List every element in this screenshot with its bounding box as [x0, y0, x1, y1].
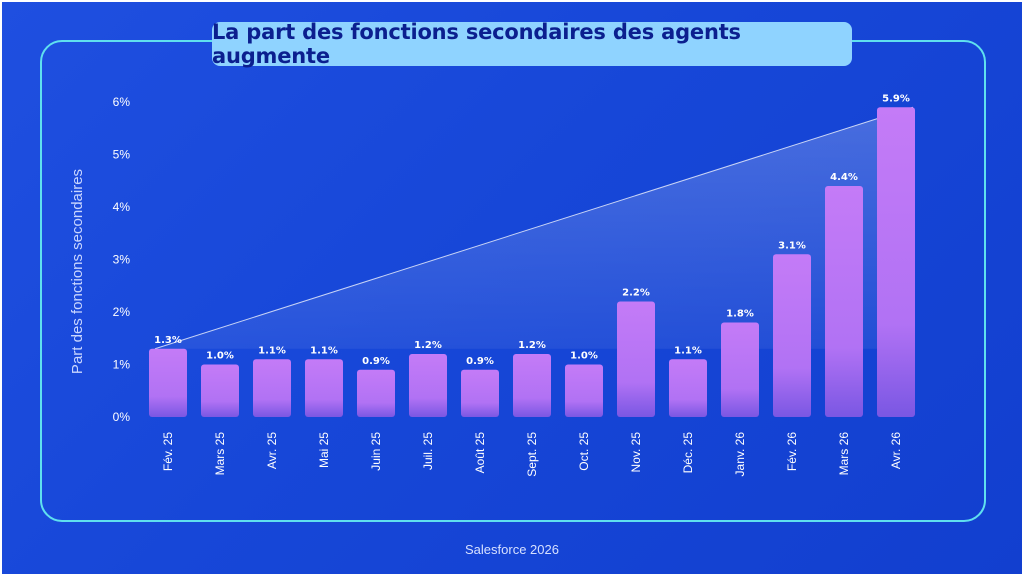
- y-axis-label: Part des fonctions secondaires: [69, 169, 86, 374]
- data-label: 1.0%: [570, 351, 598, 362]
- chart-title: La part des fonctions secondaires des ag…: [212, 20, 741, 68]
- bar: [721, 322, 759, 417]
- x-tick-label: Mars 26: [837, 432, 851, 476]
- footer-credit: Salesforce 2026: [465, 542, 559, 557]
- x-tick-label: Mars 25: [213, 432, 227, 476]
- y-tick-label: 5%: [113, 148, 131, 162]
- x-tick-label: Avr. 25: [265, 432, 279, 469]
- data-label: 5.9%: [882, 93, 910, 104]
- bar: [513, 354, 551, 417]
- data-label: 1.1%: [258, 345, 286, 356]
- data-label: 0.9%: [466, 356, 494, 367]
- x-tick-label: Nov. 25: [629, 432, 643, 473]
- bar: [149, 348, 187, 417]
- x-tick-label: Mai 25: [317, 432, 331, 468]
- data-label: 1.0%: [206, 351, 234, 362]
- data-label: 1.1%: [674, 345, 702, 356]
- bar: [461, 369, 499, 417]
- data-label: 1.3%: [154, 335, 182, 346]
- y-tick-label: 3%: [113, 253, 131, 267]
- bar: [253, 359, 291, 417]
- trend-line: [154, 106, 914, 350]
- data-label: 4.4%: [830, 172, 858, 183]
- x-tick-label: Août 25: [473, 432, 487, 474]
- x-tick-label: Janv. 26: [733, 432, 747, 477]
- x-tick-label: Avr. 26: [889, 432, 903, 469]
- data-label: 0.9%: [362, 356, 390, 367]
- y-tick-label: 4%: [113, 200, 131, 214]
- bar: [825, 186, 863, 417]
- data-label: 1.2%: [414, 340, 442, 351]
- x-tick-label: Déc. 25: [681, 432, 695, 474]
- data-label: 2.2%: [622, 288, 650, 299]
- bar: [669, 359, 707, 417]
- bar: [409, 354, 447, 417]
- x-tick-label: Oct. 25: [577, 432, 591, 471]
- x-tick-label: Juin 25: [369, 432, 383, 471]
- y-tick-label: 2%: [113, 305, 131, 319]
- x-tick-label: Sept. 25: [525, 432, 539, 477]
- y-tick-label: 0%: [113, 410, 131, 424]
- bar: [617, 301, 655, 417]
- bar: [565, 364, 603, 417]
- bar: [877, 107, 915, 417]
- data-label: 1.8%: [726, 309, 754, 320]
- data-label: 1.1%: [310, 345, 338, 356]
- bar: [201, 364, 239, 417]
- bar: [305, 359, 343, 417]
- title-box: La part des fonctions secondaires des ag…: [212, 20, 852, 68]
- x-tick-label: Fév. 26: [785, 432, 799, 471]
- x-tick-label: Fév. 25: [161, 432, 175, 471]
- data-label: 1.2%: [518, 340, 546, 351]
- bar: [357, 369, 395, 417]
- y-tick-label: 1%: [113, 358, 131, 372]
- data-label: 3.1%: [778, 240, 806, 251]
- bar: [773, 254, 811, 417]
- y-tick-label: 6%: [113, 95, 131, 109]
- x-tick-label: Juil. 25: [421, 432, 435, 470]
